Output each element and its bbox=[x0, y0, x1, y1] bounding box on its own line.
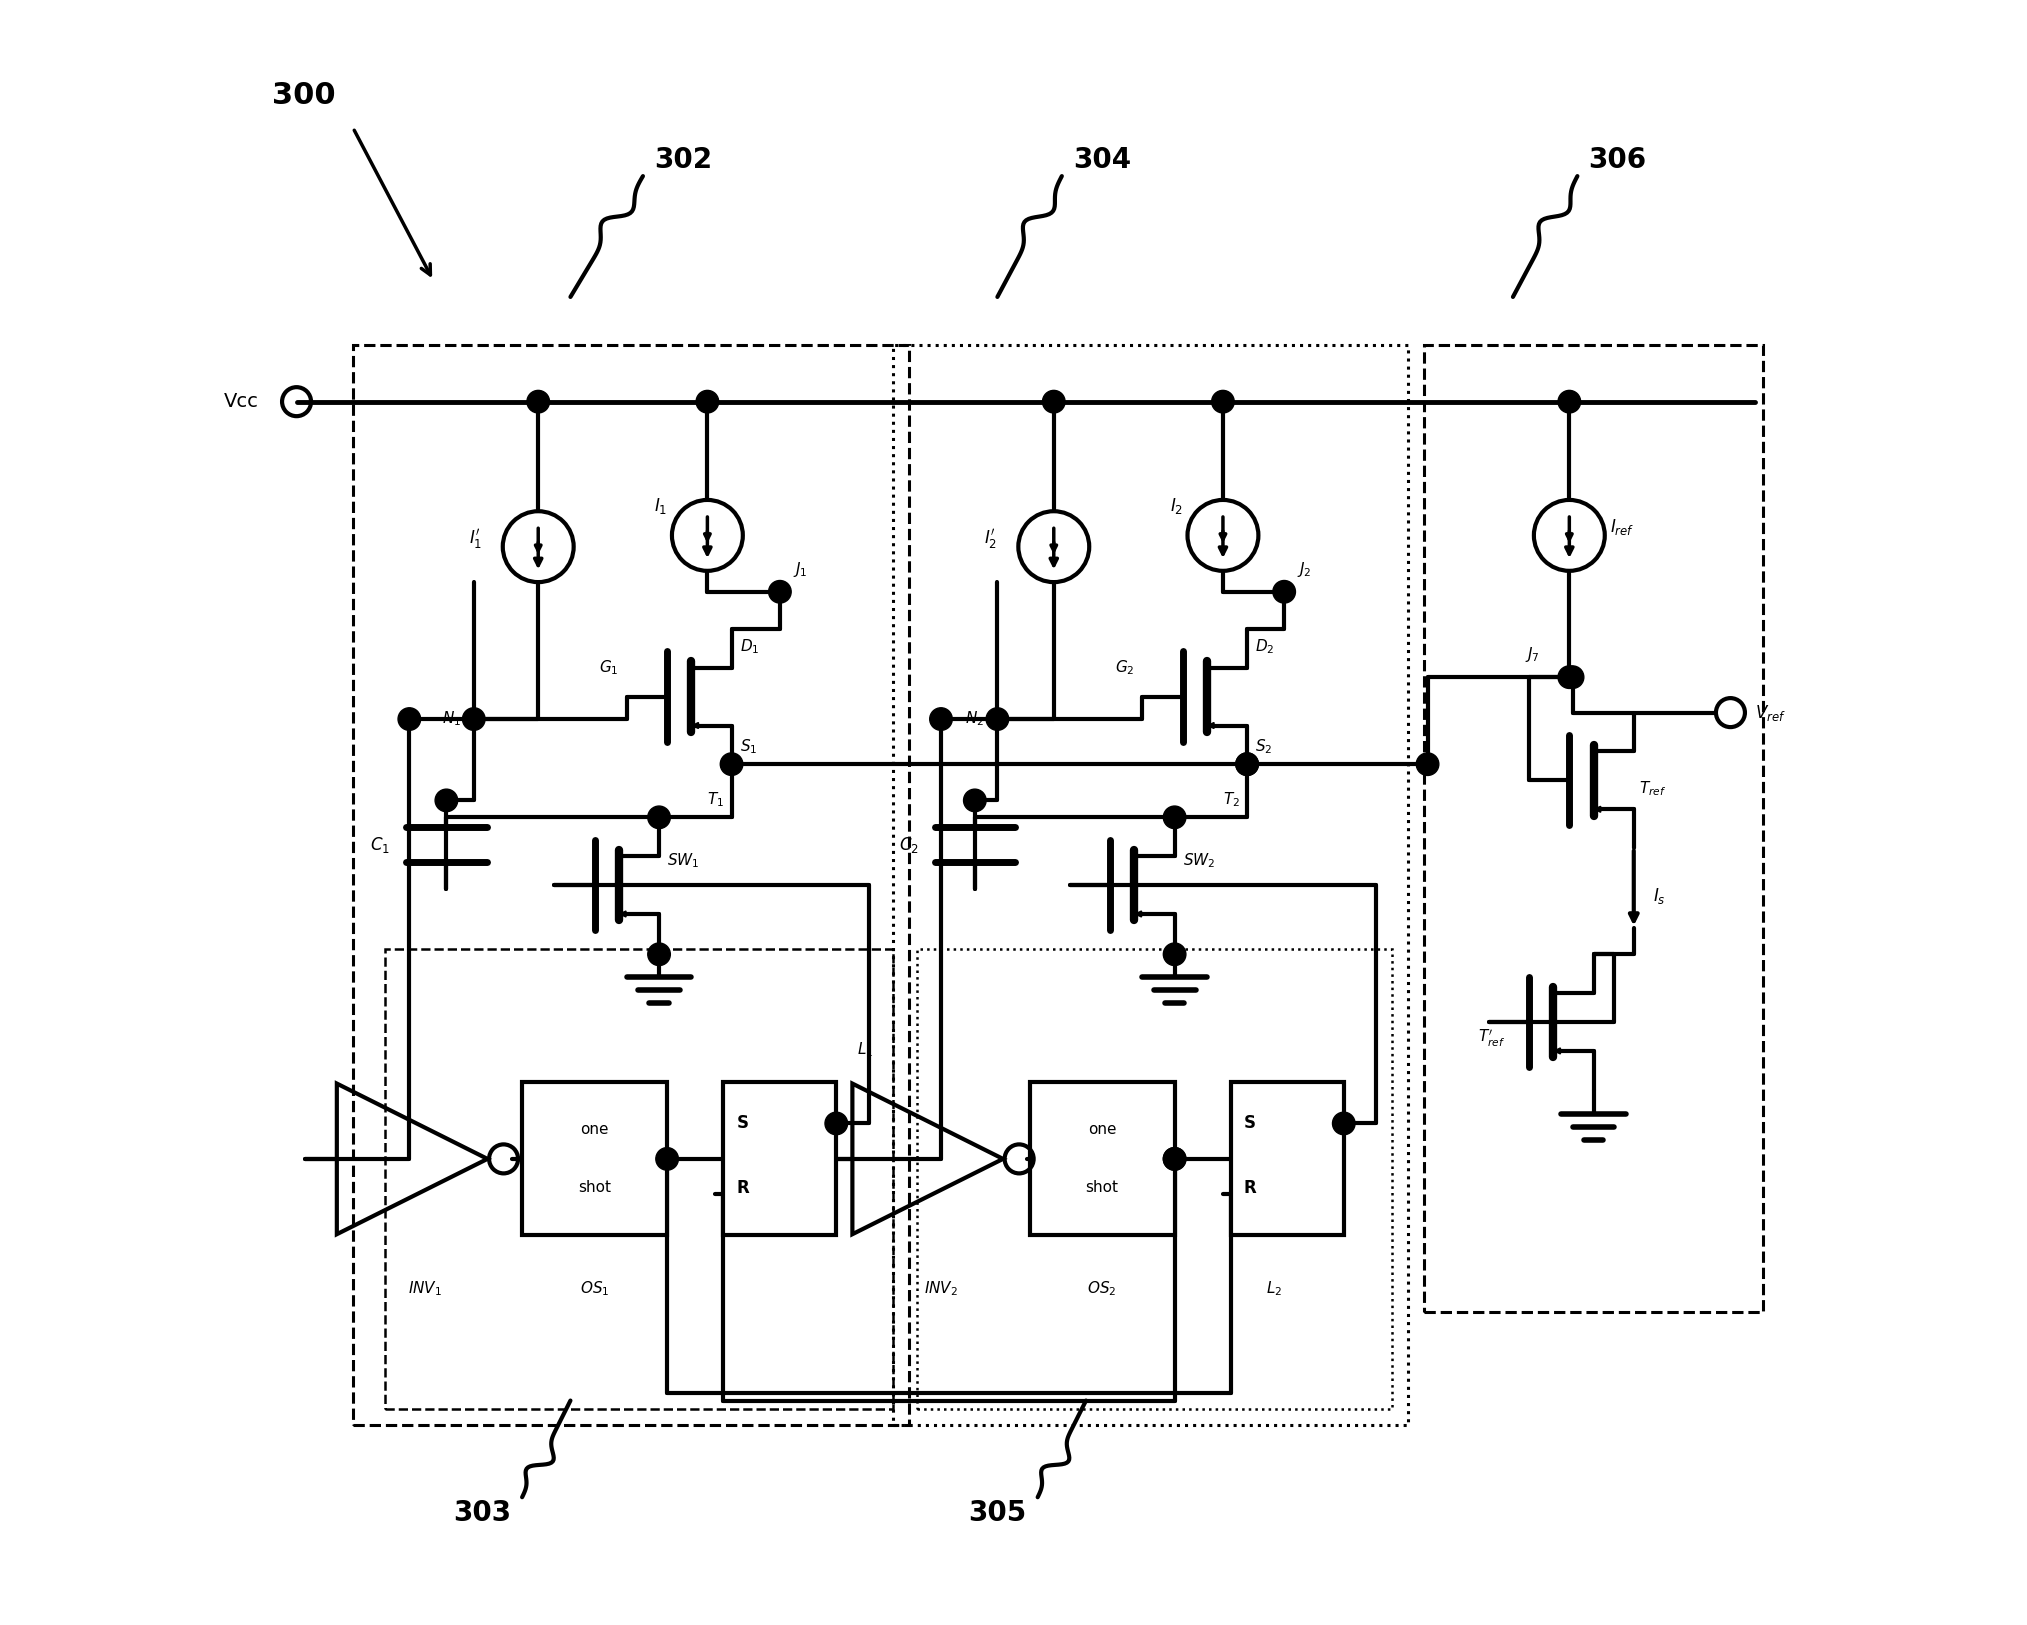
Text: 306: 306 bbox=[1589, 146, 1646, 174]
Text: $SW_1$: $SW_1$ bbox=[667, 852, 699, 869]
Text: $I_2'$: $I_2'$ bbox=[985, 526, 997, 551]
Text: $INV_1$: $INV_1$ bbox=[407, 1280, 442, 1298]
Bar bbox=[1425, 344, 1763, 1311]
Text: Vcc: Vcc bbox=[225, 392, 259, 411]
Text: S: S bbox=[1245, 1115, 1257, 1133]
Bar bbox=[523, 1082, 667, 1235]
Text: $G_2$: $G_2$ bbox=[1115, 658, 1135, 678]
Text: $I_{ref}$: $I_{ref}$ bbox=[1609, 517, 1634, 538]
Circle shape bbox=[1559, 390, 1581, 413]
Text: $I_s$: $I_s$ bbox=[1654, 886, 1666, 907]
Text: S: S bbox=[736, 1115, 748, 1133]
Text: $V_{ref}$: $V_{ref}$ bbox=[1755, 702, 1786, 723]
Circle shape bbox=[1212, 390, 1234, 413]
Circle shape bbox=[397, 708, 422, 730]
Text: 302: 302 bbox=[655, 146, 711, 174]
Text: $T_{ref}$: $T_{ref}$ bbox=[1638, 778, 1666, 798]
Text: shot: shot bbox=[1086, 1180, 1119, 1196]
Text: $I_2$: $I_2$ bbox=[1170, 496, 1182, 517]
Circle shape bbox=[436, 790, 458, 812]
Circle shape bbox=[1163, 1147, 1186, 1170]
Circle shape bbox=[1163, 1147, 1186, 1170]
Text: $N_1$: $N_1$ bbox=[442, 710, 460, 728]
Bar bbox=[916, 949, 1393, 1409]
Circle shape bbox=[1236, 752, 1259, 775]
Text: $OS_1$: $OS_1$ bbox=[580, 1280, 610, 1298]
Circle shape bbox=[1332, 1112, 1356, 1134]
Text: shot: shot bbox=[578, 1180, 610, 1196]
Text: $INV_2$: $INV_2$ bbox=[924, 1280, 959, 1298]
Text: $J_7$: $J_7$ bbox=[1526, 645, 1541, 665]
Circle shape bbox=[649, 942, 671, 965]
Text: $G_1$: $G_1$ bbox=[600, 658, 618, 678]
Text: $L_2$: $L_2$ bbox=[1267, 1280, 1283, 1298]
Text: $T_1$: $T_1$ bbox=[707, 790, 724, 809]
Text: $C_1$: $C_1$ bbox=[371, 835, 389, 855]
Text: $J_2$: $J_2$ bbox=[1297, 561, 1311, 578]
Text: $S_2$: $S_2$ bbox=[1255, 738, 1273, 756]
Text: 303: 303 bbox=[452, 1500, 511, 1527]
Bar bbox=[892, 344, 1409, 1425]
Circle shape bbox=[649, 806, 671, 829]
Text: R: R bbox=[1245, 1178, 1257, 1198]
Circle shape bbox=[1042, 390, 1064, 413]
Text: $I_1$: $I_1$ bbox=[655, 496, 667, 517]
Circle shape bbox=[657, 1147, 679, 1170]
Text: $D_2$: $D_2$ bbox=[1255, 637, 1275, 655]
Text: $N_2$: $N_2$ bbox=[965, 710, 985, 728]
Text: 300: 300 bbox=[272, 81, 336, 110]
Text: $D_1$: $D_1$ bbox=[740, 637, 758, 655]
Circle shape bbox=[1163, 806, 1186, 829]
Circle shape bbox=[930, 708, 953, 730]
Circle shape bbox=[720, 752, 742, 775]
Text: $L_1$: $L_1$ bbox=[857, 1040, 874, 1060]
Bar bbox=[724, 1082, 837, 1235]
Text: $T_{ref}'$: $T_{ref}'$ bbox=[1478, 1027, 1504, 1048]
Circle shape bbox=[462, 708, 484, 730]
Circle shape bbox=[695, 390, 720, 413]
Circle shape bbox=[768, 580, 791, 603]
Circle shape bbox=[985, 708, 1009, 730]
Text: one: one bbox=[1088, 1123, 1117, 1138]
Text: 304: 304 bbox=[1072, 146, 1131, 174]
Text: R: R bbox=[736, 1178, 750, 1198]
Circle shape bbox=[1273, 580, 1295, 603]
Circle shape bbox=[1417, 752, 1439, 775]
Text: one: one bbox=[580, 1123, 608, 1138]
Text: 305: 305 bbox=[969, 1500, 1026, 1527]
Bar bbox=[1230, 1082, 1344, 1235]
Text: $SW_2$: $SW_2$ bbox=[1182, 852, 1214, 869]
Circle shape bbox=[527, 390, 549, 413]
Bar bbox=[385, 949, 892, 1409]
Text: $S_1$: $S_1$ bbox=[740, 738, 756, 756]
Circle shape bbox=[1236, 752, 1259, 775]
Circle shape bbox=[1559, 666, 1581, 689]
Circle shape bbox=[825, 1112, 847, 1134]
Circle shape bbox=[963, 790, 985, 812]
Text: $J_1$: $J_1$ bbox=[793, 561, 807, 578]
Bar bbox=[1030, 1082, 1174, 1235]
Text: $I_1'$: $I_1'$ bbox=[468, 526, 482, 551]
Bar bbox=[353, 344, 908, 1425]
Circle shape bbox=[1163, 942, 1186, 965]
Text: $T_2$: $T_2$ bbox=[1222, 790, 1238, 809]
Circle shape bbox=[1561, 666, 1583, 689]
Text: $C_2$: $C_2$ bbox=[898, 835, 918, 855]
Text: $OS_2$: $OS_2$ bbox=[1086, 1280, 1117, 1298]
